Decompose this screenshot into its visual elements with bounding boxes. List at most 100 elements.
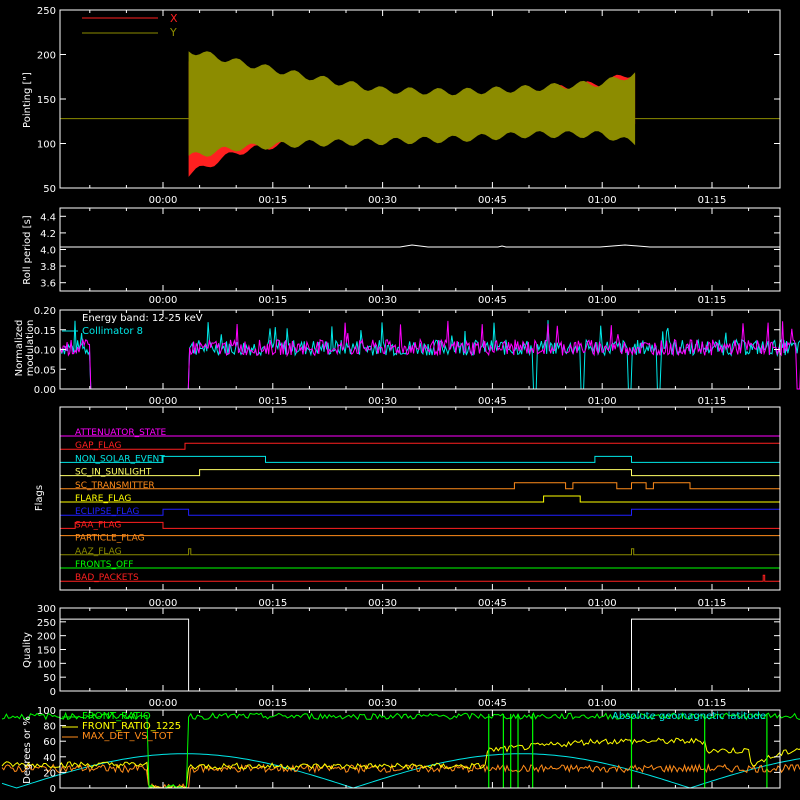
time-tick-label: 00:30 bbox=[368, 598, 397, 609]
modulation-yticks: 0.00 0.05 0.10 0.15 0.20 bbox=[34, 306, 780, 396]
y-tick-label: 4.2 bbox=[40, 229, 56, 240]
y-tick-label: 3.8 bbox=[40, 262, 56, 273]
time-tick-label: 00:30 bbox=[368, 698, 397, 709]
time-tick-label: 00:45 bbox=[478, 598, 507, 609]
time-tick-label: 00:15 bbox=[258, 195, 287, 206]
y-tick-label: 80 bbox=[43, 722, 56, 733]
quality-ylabel: Quality bbox=[22, 632, 33, 668]
time-tick-label: 00:30 bbox=[368, 195, 397, 206]
geomagnetic-latitude-line bbox=[1, 753, 800, 789]
y-tick-label: 300 bbox=[37, 604, 56, 615]
time-tick-label: 00:00 bbox=[149, 295, 178, 306]
y-tick-label: 40 bbox=[43, 753, 56, 764]
pointing-ylabel: Pointing ["] bbox=[22, 72, 33, 128]
y-tick-label: 0.05 bbox=[34, 365, 56, 376]
flag-label: AAZ_FLAG bbox=[75, 547, 122, 557]
y-tick-label: 50 bbox=[43, 184, 56, 195]
time-tick-label: 00:00 bbox=[149, 598, 178, 609]
y-tick-label: 100 bbox=[37, 706, 56, 717]
y-tick-label: 250 bbox=[37, 6, 56, 17]
flags-ylabel: Flags bbox=[34, 485, 45, 511]
time-tick-label: 01:00 bbox=[588, 598, 617, 609]
time-tick-label: 01:00 bbox=[588, 195, 617, 206]
front-ratio-1225-line bbox=[1, 737, 800, 789]
y-tick-label: 4.0 bbox=[40, 246, 56, 257]
y-tick-label: 0.20 bbox=[34, 306, 56, 317]
y-tick-label: 150 bbox=[37, 95, 56, 106]
modulation-ylabel-1: Normalized bbox=[14, 320, 25, 377]
y-tick-label: 100 bbox=[37, 659, 56, 670]
pointing-plot-area bbox=[60, 51, 780, 177]
energy-band-annotation: Energy band: 12-25 keV bbox=[82, 313, 203, 324]
front-ratio-line bbox=[1, 711, 800, 790]
time-tick-label: 00:15 bbox=[258, 698, 287, 709]
flag-label: SC_TRANSMITTER bbox=[75, 481, 155, 491]
degrees-plot-area bbox=[1, 711, 800, 790]
time-tick-label: 01:15 bbox=[698, 195, 727, 206]
flag-label: SC_IN_SUNLIGHT bbox=[75, 468, 152, 478]
time-tick-label: 00:15 bbox=[258, 598, 287, 609]
flag-label: FRONTS_OFF bbox=[75, 560, 133, 570]
y-tick-label: 3.6 bbox=[40, 279, 56, 290]
legend-max-det: MAX_DET_VS_TOT bbox=[82, 731, 174, 742]
time-tick-label: 00:45 bbox=[478, 195, 507, 206]
time-tick-label: 00:00 bbox=[149, 396, 178, 407]
time-tick-label: 01:15 bbox=[698, 295, 727, 306]
y-tick-label: 0.15 bbox=[34, 326, 56, 337]
time-tick-label: 00:00 bbox=[149, 698, 178, 709]
flag-label: SAA_FLAG bbox=[75, 520, 121, 530]
y-tick-label: 0 bbox=[50, 784, 56, 795]
time-tick-label: 01:15 bbox=[698, 698, 727, 709]
roll-period-yticks: 3.6 3.8 4.0 4.2 4.4 bbox=[40, 212, 780, 290]
y-tick-label: 200 bbox=[37, 51, 56, 62]
roll-period-line bbox=[60, 244, 780, 248]
time-tick-label: 00:30 bbox=[368, 295, 397, 306]
quality-panel: Quality 0 50 100 150 200 250 300 bbox=[22, 604, 781, 698]
quality-line bbox=[60, 618, 780, 692]
legend-front-ratio-1225: FRONT_RATIO_1225 bbox=[82, 721, 181, 732]
collimator-legend: Collimator 8 bbox=[82, 326, 143, 337]
time-tick-label: 00:45 bbox=[478, 295, 507, 306]
max-det-line bbox=[1, 763, 800, 790]
y-tick-label: 60 bbox=[43, 737, 56, 748]
degrees-panel: Degrees or % 0 20 40 60 80 100 FRONT_RATIO FR… bbox=[1, 706, 800, 795]
y-tick-label: 50 bbox=[43, 673, 56, 684]
pointing-panel: Pointing ["] 50 100 150 200 250 X Y bbox=[22, 6, 781, 195]
modulation-ylabel-2: modulation bbox=[25, 320, 36, 377]
pointing-series-y bbox=[188, 51, 636, 157]
time-axes: 00:00 00:15 00:30 00:45 01:00 01:15 00:00 00:15… bbox=[89, 10, 750, 788]
time-tick-label: 00:15 bbox=[258, 396, 287, 407]
modulation-panel: Normalized modulation 0.000.050.100.150.… bbox=[14, 306, 800, 396]
pointing-yticks: 50 100 150 200 250 bbox=[37, 6, 780, 195]
time-tick-label: 01:00 bbox=[588, 295, 617, 306]
y-tick-label: 0.10 bbox=[34, 346, 56, 357]
flag-label: FLARE_FLAG bbox=[75, 494, 131, 504]
time-tick-label: 01:15 bbox=[698, 396, 727, 407]
time-tick-label: 00:15 bbox=[258, 295, 287, 306]
flag-label: NON_SOLAR_EVENT bbox=[75, 454, 165, 464]
flags-panel: ATTENUATOR_STATE GAP_FLAG NON_SOLAR_EVENT S… bbox=[34, 406, 781, 591]
flag-label: BAD_PACKETS bbox=[75, 573, 139, 583]
y-tick-label: 4.4 bbox=[40, 212, 56, 223]
roll-period-ylabel: Roll period [s] bbox=[22, 215, 33, 284]
legend-geomagnetic-latitude: Absolute geomagnetic latitude bbox=[612, 711, 766, 722]
flag-label: GAP_FLAG bbox=[75, 441, 121, 451]
legend-y-label: Y bbox=[169, 26, 177, 39]
degrees-yticks: 0 20 40 60 80 100 bbox=[37, 706, 780, 795]
time-tick-label: 00:45 bbox=[478, 396, 507, 407]
y-tick-label: 150 bbox=[37, 646, 56, 657]
y-tick-label: 0.00 bbox=[34, 385, 56, 396]
flag-line bbox=[60, 548, 780, 556]
time-tick-label: 00:30 bbox=[368, 396, 397, 407]
time-tick-label: 01:15 bbox=[698, 598, 727, 609]
time-tick-label: 01:00 bbox=[588, 698, 617, 709]
legend-x-label: X bbox=[170, 12, 178, 25]
y-tick-label: 200 bbox=[37, 632, 56, 643]
time-tick-label: 00:00 bbox=[149, 195, 178, 206]
flag-label: ECLIPSE_FLAG bbox=[75, 507, 139, 517]
time-tick-label: 00:45 bbox=[478, 698, 507, 709]
y-tick-label: 20 bbox=[43, 768, 56, 779]
y-tick-label: 250 bbox=[37, 618, 56, 629]
quality-yticks: 0 50 100 150 200 250 300 bbox=[37, 604, 780, 698]
